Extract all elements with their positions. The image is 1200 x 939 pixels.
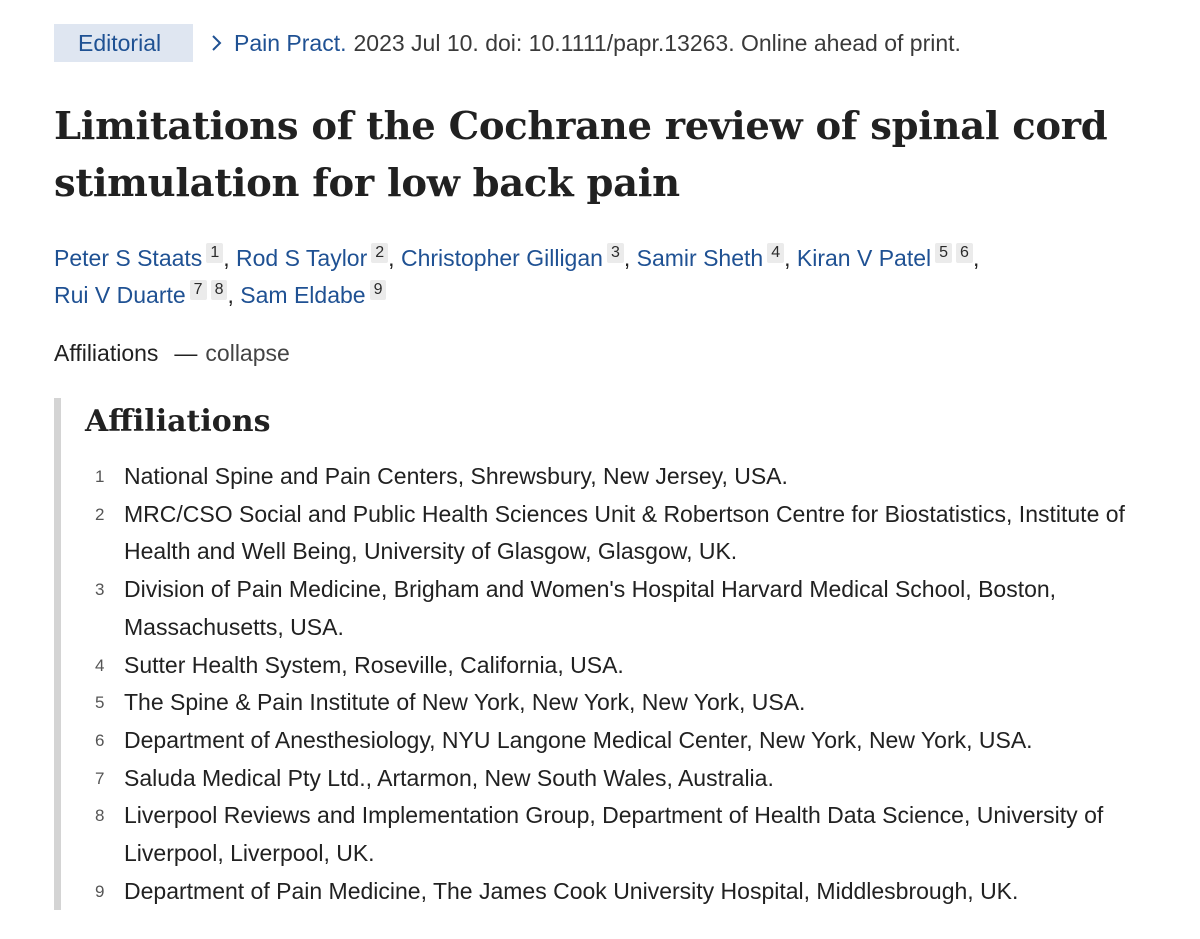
author-separator: , <box>623 245 637 271</box>
affiliation-text: Sutter Health System, Roseville, Califor… <box>124 651 624 678</box>
affiliation-ref-link[interactable]: 4 <box>767 243 785 263</box>
affiliation-text: The Spine & Pain Institute of New York, … <box>124 689 806 716</box>
affiliation-text: Saluda Medical Pty Ltd., Artarmon, New S… <box>124 764 774 791</box>
author-separator: , <box>972 245 980 271</box>
affiliation-ref-link[interactable]: 5 <box>935 243 953 263</box>
citation-line: Editorial Pain Pract. 2023 Jul 10. doi: … <box>54 24 961 62</box>
affiliation-item: 6 Department of Anesthesiology, NYU Lango… <box>61 722 1186 760</box>
affiliation-ref-link[interactable]: 2 <box>371 243 389 263</box>
affiliations-toggle-label: Affiliations <box>54 340 159 366</box>
author-link[interactable]: Samir Sheth <box>636 245 764 271</box>
affiliation-item: 4 Sutter Health System, Roseville, Califo… <box>61 647 1186 685</box>
author-separator: , <box>223 245 236 271</box>
affiliation-number: 9 <box>95 881 105 901</box>
affiliation-ref-link[interactable]: 8 <box>210 280 228 300</box>
author-link[interactable]: Peter S Staats <box>54 245 203 271</box>
affiliation-item: 5 The Spine & Pain Institute of New York,… <box>61 684 1186 722</box>
affiliation-item: 8 Liverpool Reviews and Implementation Gr… <box>61 797 1186 872</box>
affiliation-number: 7 <box>95 768 105 788</box>
author-list: Peter S Staats 1, Rod S Taylor 2, Christop… <box>54 240 1164 314</box>
article-title: Limitations of the Cochrane review of sp… <box>54 104 1108 206</box>
affiliation-number: 2 <box>95 504 105 524</box>
affiliation-ref-link[interactable]: 7 <box>189 280 207 300</box>
citation-text: 2023 Jul 10. doi: 10.1111/papr.13263. On… <box>353 29 961 56</box>
affiliation-text: National Spine and Pain Centers, Shrewsb… <box>124 463 788 489</box>
author-link[interactable]: Sam Eldabe <box>240 282 366 308</box>
affiliations-panel: Affiliations 1 National Spine and Pain Ce… <box>54 398 1184 910</box>
affiliations-list: 1 National Spine and Pain Centers, Shrews… <box>61 458 1186 910</box>
affiliations-toggle-dash: — <box>174 340 198 366</box>
affiliation-text: Department of Anesthesiology, NYU Langon… <box>124 726 1033 753</box>
collapse-link[interactable]: collapse <box>205 340 290 366</box>
affiliation-number: 4 <box>95 655 105 675</box>
affiliation-ref-link[interactable]: 9 <box>369 280 387 300</box>
affiliation-number: 6 <box>95 730 105 750</box>
affiliation-item: 3 Division of Pain Medicine, Brigham and … <box>61 571 1186 646</box>
author-link[interactable]: Rui V Duarte <box>54 282 186 308</box>
affiliation-item: 7 Saluda Medical Pty Ltd., Artarmon, New … <box>61 760 1186 798</box>
affiliation-number: 5 <box>95 693 105 713</box>
affiliation-text: Liverpool Reviews and Implementation Gro… <box>124 802 1104 867</box>
affiliation-item: 2 MRC/CSO Social and Public Health Scienc… <box>61 496 1186 571</box>
affiliation-number: 1 <box>95 467 105 486</box>
affiliation-number: 8 <box>95 806 105 826</box>
chevron-right-icon[interactable] <box>210 34 224 52</box>
affiliation-ref-link[interactable]: 3 <box>606 243 624 263</box>
affiliations-heading: Affiliations <box>85 404 271 439</box>
author-separator: , <box>784 245 797 271</box>
affiliation-item: 9 Department of Pain Medicine, The James … <box>61 873 1186 911</box>
article-type-badge: Editorial <box>54 24 193 62</box>
affiliations-toggle[interactable]: Affiliations — collapse <box>54 338 290 368</box>
affiliation-number: 3 <box>95 580 105 600</box>
affiliation-ref-link[interactable]: 6 <box>956 243 973 263</box>
affiliation-item: 1 National Spine and Pain Centers, Shrews… <box>61 458 1186 496</box>
author-separator: , <box>388 245 401 271</box>
affiliation-ref-link[interactable]: 1 <box>206 243 224 263</box>
journal-link[interactable]: Pain Pract. <box>234 29 347 56</box>
author-link[interactable]: Christopher Gilligan <box>400 245 603 271</box>
author-link[interactable]: Rod S Taylor <box>236 245 368 271</box>
affiliation-text: MRC/CSO Social and Public Health Science… <box>124 500 1125 565</box>
author-separator: , <box>227 282 241 308</box>
affiliation-text: Division of Pain Medicine, Brigham and W… <box>124 576 1057 640</box>
affiliation-text: Department of Pain Medicine, The James C… <box>124 877 1019 904</box>
author-link[interactable]: Kiran V Patel <box>796 245 932 271</box>
